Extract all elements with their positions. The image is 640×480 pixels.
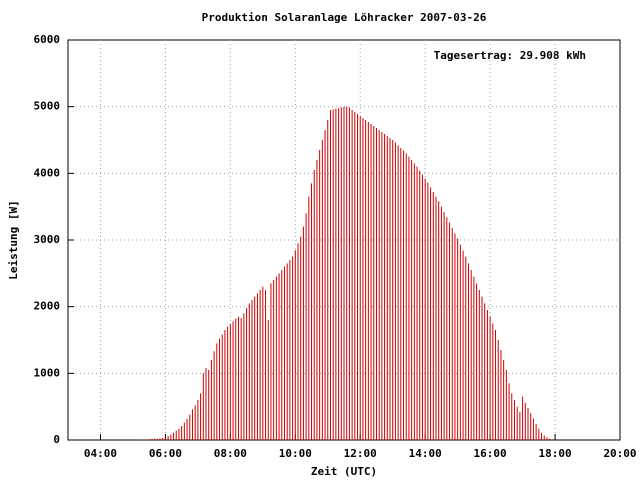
- y-tick-label: 2000: [34, 300, 61, 313]
- y-tick-label: 3000: [34, 233, 61, 246]
- x-tick-label: 12:00: [344, 447, 377, 460]
- x-tick-label: 06:00: [149, 447, 182, 460]
- annotation: Tagesertrag: 29.908 kWh: [434, 49, 586, 62]
- y-tick-label: 4000: [34, 166, 61, 179]
- y-axis-label: Leistung [W]: [7, 200, 20, 279]
- chart-title: Produktion Solaranlage Löhracker 2007-03…: [202, 11, 487, 24]
- x-tick-label: 20:00: [603, 447, 636, 460]
- x-tick-label: 14:00: [409, 447, 442, 460]
- x-tick-label: 16:00: [474, 447, 507, 460]
- x-tick-label: 08:00: [214, 447, 247, 460]
- x-tick-label: 04:00: [84, 447, 117, 460]
- x-tick-label: 10:00: [279, 447, 312, 460]
- x-axis-label: Zeit (UTC): [311, 465, 377, 478]
- y-tick-label: 1000: [34, 366, 61, 379]
- y-tick-label: 0: [53, 433, 60, 446]
- y-tick-label: 6000: [34, 33, 61, 46]
- x-tick-label: 18:00: [538, 447, 571, 460]
- y-tick-label: 5000: [34, 100, 61, 113]
